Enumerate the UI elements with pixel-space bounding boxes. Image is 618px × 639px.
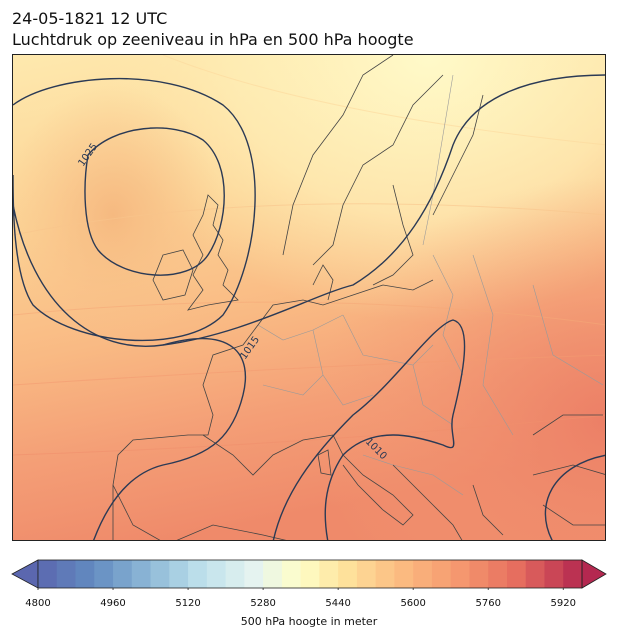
colorbar-segment	[525, 560, 545, 588]
colorbar	[11, 559, 607, 590]
map-title-description: Luchtdruk op zeeniveau in hPa en 500 hPa…	[12, 30, 414, 49]
colorbar-segment	[544, 560, 564, 588]
isobars	[13, 74, 605, 540]
colorbar-frame	[37, 559, 583, 589]
colorbar-segment	[169, 560, 189, 588]
colorbar-segment	[488, 560, 508, 588]
map-title-time: 24-05-1821 12 UTC	[12, 9, 168, 28]
colorbar-segment	[38, 560, 58, 588]
colorbar-segment	[131, 560, 152, 588]
colorbar-segment	[188, 560, 208, 588]
colorbar-tick-label: 5760	[475, 598, 501, 609]
colorbar-tick-label: 5440	[325, 598, 351, 609]
colorbar-segment	[413, 560, 433, 588]
country-borders	[257, 74, 604, 496]
colorbar-segment	[338, 560, 358, 588]
colorbar-segment	[75, 560, 95, 588]
colorbar-segment	[319, 560, 339, 588]
colorbar-tick-label: 4960	[100, 598, 126, 609]
colorbar-tick-label: 5920	[550, 598, 576, 609]
colorbar-segment	[375, 560, 395, 588]
colorbar-ticks	[37, 588, 564, 590]
coastlines	[112, 55, 605, 540]
colorbar-segment	[506, 560, 527, 588]
colorbar-segment	[225, 560, 245, 588]
colorbar-segment	[394, 560, 414, 588]
colorbar-segments	[11, 559, 607, 589]
colorbar-extend-max	[581, 559, 607, 589]
colorbar-segment	[263, 560, 283, 588]
colorbar-tick-label: 5280	[250, 598, 276, 609]
colorbar-segment	[206, 560, 227, 588]
colorbar-segment	[431, 560, 452, 588]
colorbar-segment	[150, 560, 170, 588]
colorbar-segment	[356, 560, 377, 588]
colorbar-segment	[300, 560, 320, 588]
colorbar-segment	[469, 560, 489, 588]
colorbar-extend-min	[11, 559, 39, 589]
colorbar-tick-label: 5120	[175, 598, 201, 609]
colorbar-segment	[244, 560, 264, 588]
colorbar-segment	[56, 560, 77, 588]
weather-map: 1025 1015 1010	[12, 54, 606, 541]
colorbar-tick-label: 4800	[25, 598, 51, 609]
colorbar-segment	[450, 560, 470, 588]
colorbar-caption: 500 hPa hoogte in meter	[240, 615, 378, 628]
height-field-shading	[13, 55, 605, 540]
colorbar-segment	[563, 560, 583, 588]
colorbar-tick-label: 5600	[400, 598, 426, 609]
colorbar-segment	[113, 560, 133, 588]
colorbar-segment	[281, 560, 302, 588]
colorbar-segment	[94, 560, 114, 588]
